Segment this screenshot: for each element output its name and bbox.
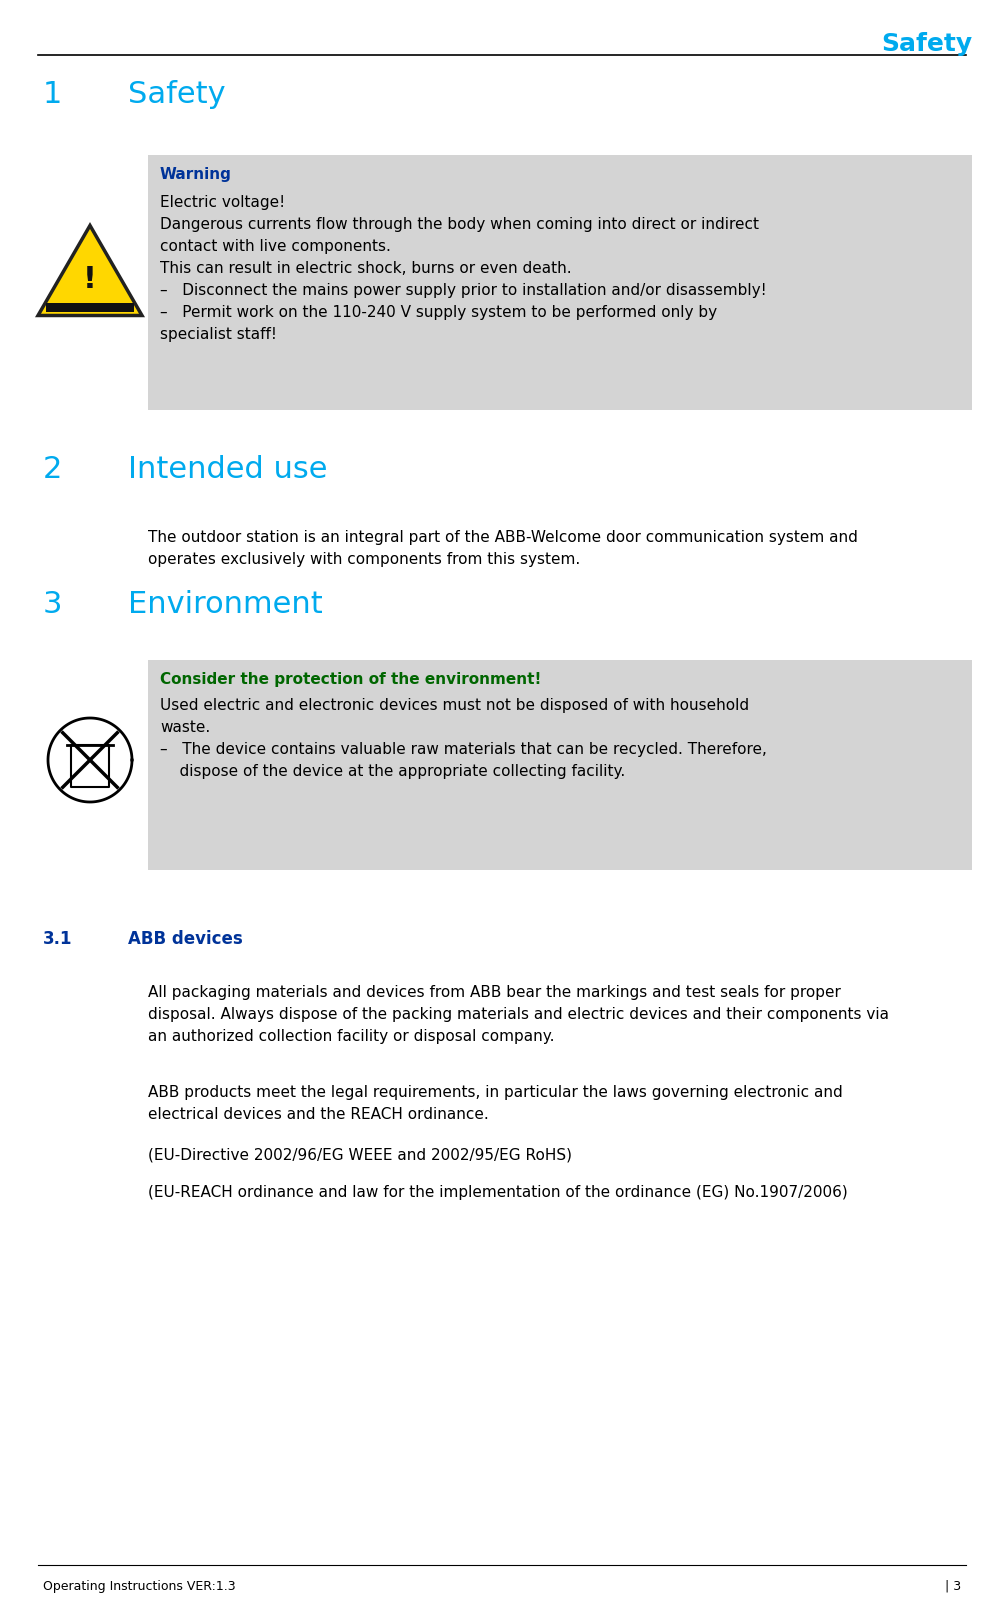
Text: The outdoor station is an integral part of the ABB-Welcome door communication sy: The outdoor station is an integral part … <box>147 530 857 545</box>
Text: Safety: Safety <box>880 32 971 56</box>
Text: All packaging materials and devices from ABB bear the markings and test seals fo: All packaging materials and devices from… <box>147 985 841 1000</box>
Text: Used electric and electronic devices must not be disposed of with household: Used electric and electronic devices mus… <box>159 698 748 713</box>
Text: electrical devices and the REACH ordinance.: electrical devices and the REACH ordinan… <box>147 1107 488 1121</box>
Text: –   Disconnect the mains power supply prior to installation and/or disassembly!: – Disconnect the mains power supply prio… <box>159 284 766 298</box>
Text: contact with live components.: contact with live components. <box>159 239 390 255</box>
Text: 3.1: 3.1 <box>43 931 72 948</box>
Text: operates exclusively with components from this system.: operates exclusively with components fro… <box>147 553 580 567</box>
Text: 1: 1 <box>43 80 62 109</box>
Text: –   Permit work on the 110-240 V supply system to be performed only by: – Permit work on the 110-240 V supply sy… <box>159 304 716 320</box>
Text: ABB products meet the legal requirements, in particular the laws governing elect: ABB products meet the legal requirements… <box>147 1085 842 1101</box>
Text: (EU-Directive 2002/96/EG WEEE and 2002/95/EG RoHS): (EU-Directive 2002/96/EG WEEE and 2002/9… <box>147 1149 572 1163</box>
Text: specialist staff!: specialist staff! <box>159 327 277 341</box>
Text: dispose of the device at the appropriate collecting facility.: dispose of the device at the appropriate… <box>159 764 625 779</box>
Text: Operating Instructions VER:1.3: Operating Instructions VER:1.3 <box>43 1580 236 1592</box>
Text: –   The device contains valuable raw materials that can be recycled. Therefore,: – The device contains valuable raw mater… <box>159 742 766 758</box>
Text: Electric voltage!: Electric voltage! <box>159 195 285 210</box>
FancyBboxPatch shape <box>147 155 971 410</box>
Text: an authorized collection facility or disposal company.: an authorized collection facility or dis… <box>147 1028 554 1045</box>
Text: waste.: waste. <box>159 719 210 735</box>
Text: | 3: | 3 <box>944 1580 960 1592</box>
Text: This can result in electric shock, burns or even death.: This can result in electric shock, burns… <box>159 261 571 276</box>
Polygon shape <box>38 226 141 316</box>
Text: disposal. Always dispose of the packing materials and electric devices and their: disposal. Always dispose of the packing … <box>147 1008 888 1022</box>
Text: (EU-REACH ordinance and law for the implementation of the ordinance (EG) No.1907: (EU-REACH ordinance and law for the impl… <box>147 1185 847 1200</box>
Text: Warning: Warning <box>159 167 232 183</box>
Text: Safety: Safety <box>127 80 226 109</box>
Text: !: ! <box>83 266 97 295</box>
Text: Intended use: Intended use <box>127 455 327 484</box>
Text: 2: 2 <box>43 455 62 484</box>
FancyBboxPatch shape <box>147 660 971 870</box>
Text: ABB devices: ABB devices <box>127 931 243 948</box>
Text: Consider the protection of the environment!: Consider the protection of the environme… <box>159 671 541 687</box>
Text: Environment: Environment <box>127 590 322 618</box>
Polygon shape <box>46 303 133 311</box>
Text: 3: 3 <box>43 590 62 618</box>
Text: Dangerous currents flow through the body when coming into direct or indirect: Dangerous currents flow through the body… <box>159 216 758 232</box>
